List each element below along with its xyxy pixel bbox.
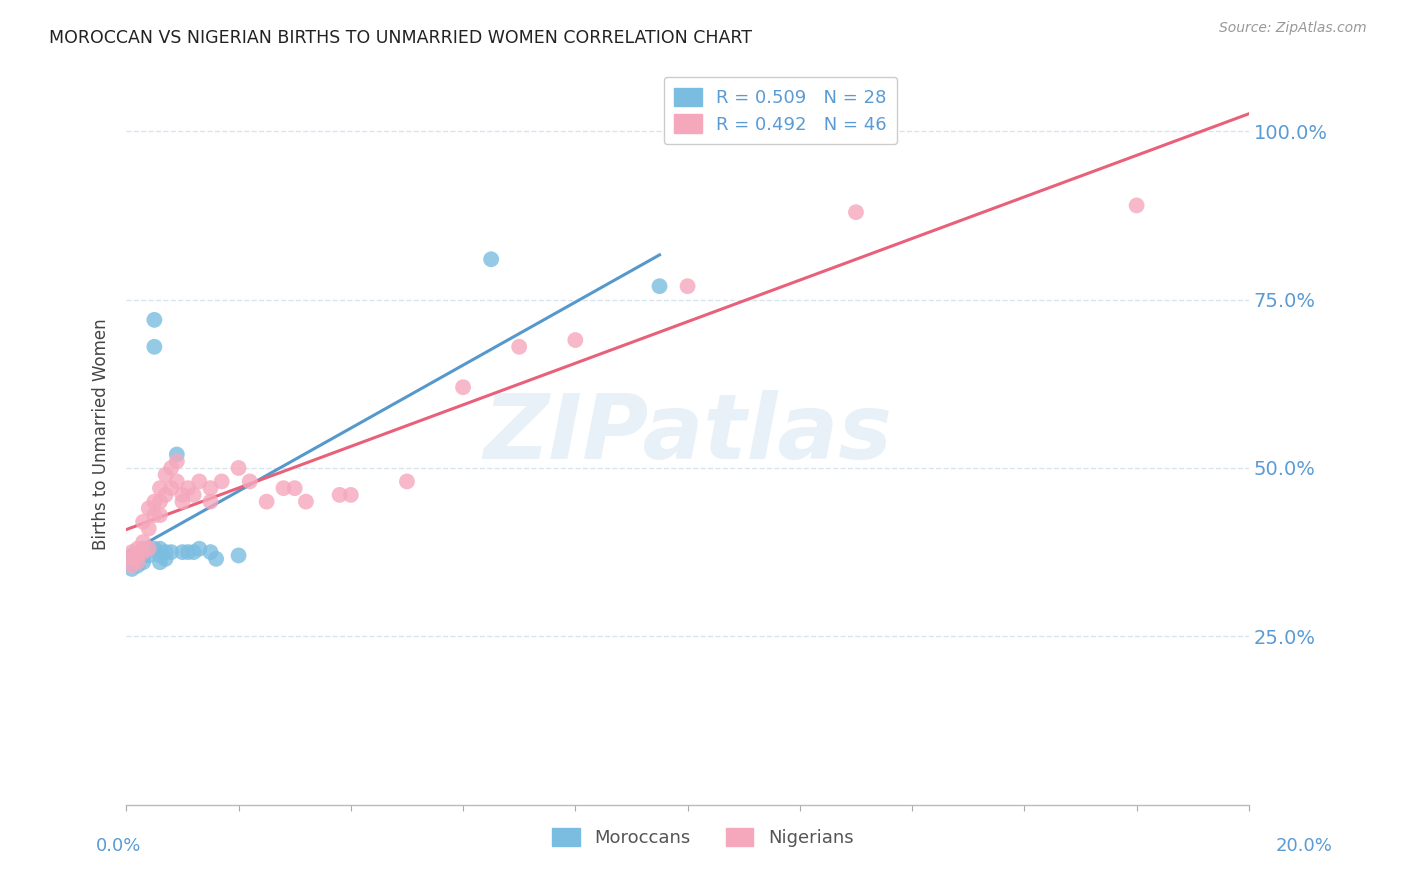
Point	[121, 549, 143, 563]
Point	[211, 475, 233, 489]
Point	[127, 549, 149, 563]
Point	[155, 552, 177, 566]
Point	[451, 380, 474, 394]
Point	[143, 313, 166, 327]
Point	[143, 340, 166, 354]
Point	[228, 549, 250, 563]
Point	[479, 252, 502, 267]
Legend: Moroccans, Nigerians: Moroccans, Nigerians	[546, 821, 860, 855]
Point	[273, 481, 295, 495]
Point	[149, 541, 172, 556]
Point	[200, 494, 222, 508]
Text: MOROCCAN VS NIGERIAN BIRTHS TO UNMARRIED WOMEN CORRELATION CHART: MOROCCAN VS NIGERIAN BIRTHS TO UNMARRIED…	[49, 29, 752, 46]
Point	[239, 475, 262, 489]
Y-axis label: Births to Unmarried Women: Births to Unmarried Women	[93, 318, 110, 550]
Point	[508, 340, 530, 354]
Point	[177, 481, 200, 495]
Point	[166, 448, 188, 462]
Point	[121, 552, 143, 566]
Point	[143, 494, 166, 508]
Point	[127, 555, 149, 569]
Point	[172, 488, 194, 502]
Point	[143, 541, 166, 556]
Point	[155, 545, 177, 559]
Point	[149, 481, 172, 495]
Point	[155, 467, 177, 482]
Point	[132, 549, 155, 563]
Point	[149, 508, 172, 522]
Point	[183, 545, 205, 559]
Point	[200, 545, 222, 559]
Point	[149, 494, 172, 508]
Point	[676, 279, 699, 293]
Point	[160, 461, 183, 475]
Point	[228, 461, 250, 475]
Point	[127, 541, 149, 556]
Point	[295, 494, 318, 508]
Point	[160, 545, 183, 559]
Point	[132, 545, 155, 559]
Point	[138, 541, 160, 556]
Point	[138, 549, 160, 563]
Point	[138, 522, 160, 536]
Point	[155, 488, 177, 502]
Text: 20.0%: 20.0%	[1277, 837, 1333, 855]
Point	[183, 488, 205, 502]
Point	[121, 545, 143, 559]
Point	[132, 541, 155, 556]
Point	[121, 562, 143, 576]
Legend: R = 0.509   N = 28, R = 0.492   N = 46: R = 0.509 N = 28, R = 0.492 N = 46	[664, 77, 897, 145]
Point	[138, 541, 160, 556]
Point	[564, 333, 586, 347]
Point	[200, 481, 222, 495]
Text: Source: ZipAtlas.com: Source: ZipAtlas.com	[1219, 21, 1367, 35]
Point	[172, 545, 194, 559]
Point	[149, 555, 172, 569]
Point	[132, 535, 155, 549]
Point	[127, 558, 149, 573]
Point	[132, 515, 155, 529]
Point	[160, 481, 183, 495]
Point	[121, 558, 143, 573]
Point	[395, 475, 418, 489]
Point	[166, 475, 188, 489]
Point	[648, 279, 671, 293]
Point	[188, 475, 211, 489]
Point	[1125, 198, 1147, 212]
Point	[188, 541, 211, 556]
Point	[172, 494, 194, 508]
Point	[177, 545, 200, 559]
Point	[284, 481, 307, 495]
Point	[149, 549, 172, 563]
Text: ZIPatlas: ZIPatlas	[484, 391, 891, 478]
Point	[256, 494, 278, 508]
Point	[127, 549, 149, 563]
Point	[132, 555, 155, 569]
Point	[329, 488, 352, 502]
Text: 0.0%: 0.0%	[96, 837, 141, 855]
Point	[205, 552, 228, 566]
Point	[340, 488, 363, 502]
Point	[143, 508, 166, 522]
Point	[138, 501, 160, 516]
Point	[845, 205, 868, 219]
Point	[166, 454, 188, 468]
